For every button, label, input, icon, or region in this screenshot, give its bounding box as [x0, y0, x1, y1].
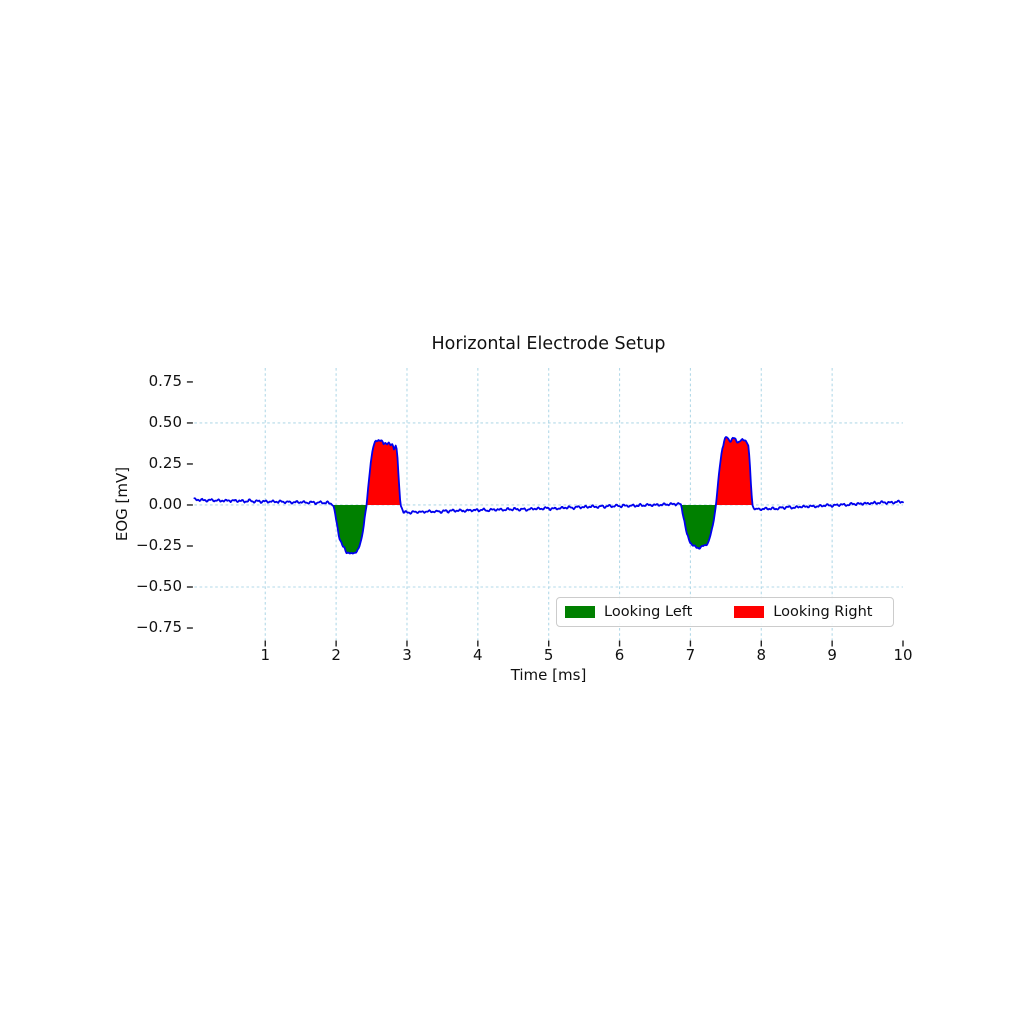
x-tick-label: 3	[402, 646, 412, 664]
chart-title: Horizontal Electrode Setup	[431, 334, 666, 354]
x-axis-label: Time [ms]	[510, 666, 587, 684]
legend-item-looking-left: Looking Left	[565, 604, 692, 620]
looking-left-swatch-icon	[565, 606, 595, 618]
y-tick-label: −0.50	[136, 577, 182, 595]
y-tick-label: 0.00	[148, 494, 182, 513]
x-tick-label: 10	[893, 646, 913, 664]
x-tick-label: 8	[756, 646, 767, 664]
legend: Looking Left Looking Right	[556, 597, 894, 627]
y-tick-label: 0.75	[148, 371, 182, 390]
x-tick-label: 1	[260, 646, 271, 664]
eog-signal-line	[193, 436, 904, 555]
y-tick-label: −0.25	[136, 535, 182, 554]
x-tick-label: 7	[685, 646, 696, 664]
x-tick-label: 5	[543, 646, 554, 664]
y-tick-label: −0.75	[136, 618, 182, 637]
x-tick-label: 2	[331, 646, 341, 664]
looking-left-fill-2	[681, 505, 716, 549]
x-tick-label: 9	[827, 646, 837, 664]
looking-right-swatch-icon	[734, 606, 765, 618]
x-tick-label: 4	[473, 646, 483, 664]
y-tick-label: 0.50	[148, 412, 182, 431]
x-tick-label: 6	[614, 646, 625, 664]
looking-right-fill-3	[715, 437, 753, 505]
legend-label-looking-right: Looking Right	[773, 604, 873, 620]
legend-label-looking-left: Looking Left	[604, 604, 693, 620]
legend-item-looking-right: Looking Right	[734, 604, 872, 620]
y-tick-label: 0.25	[148, 453, 182, 472]
looking-right-fill-1	[366, 440, 401, 505]
